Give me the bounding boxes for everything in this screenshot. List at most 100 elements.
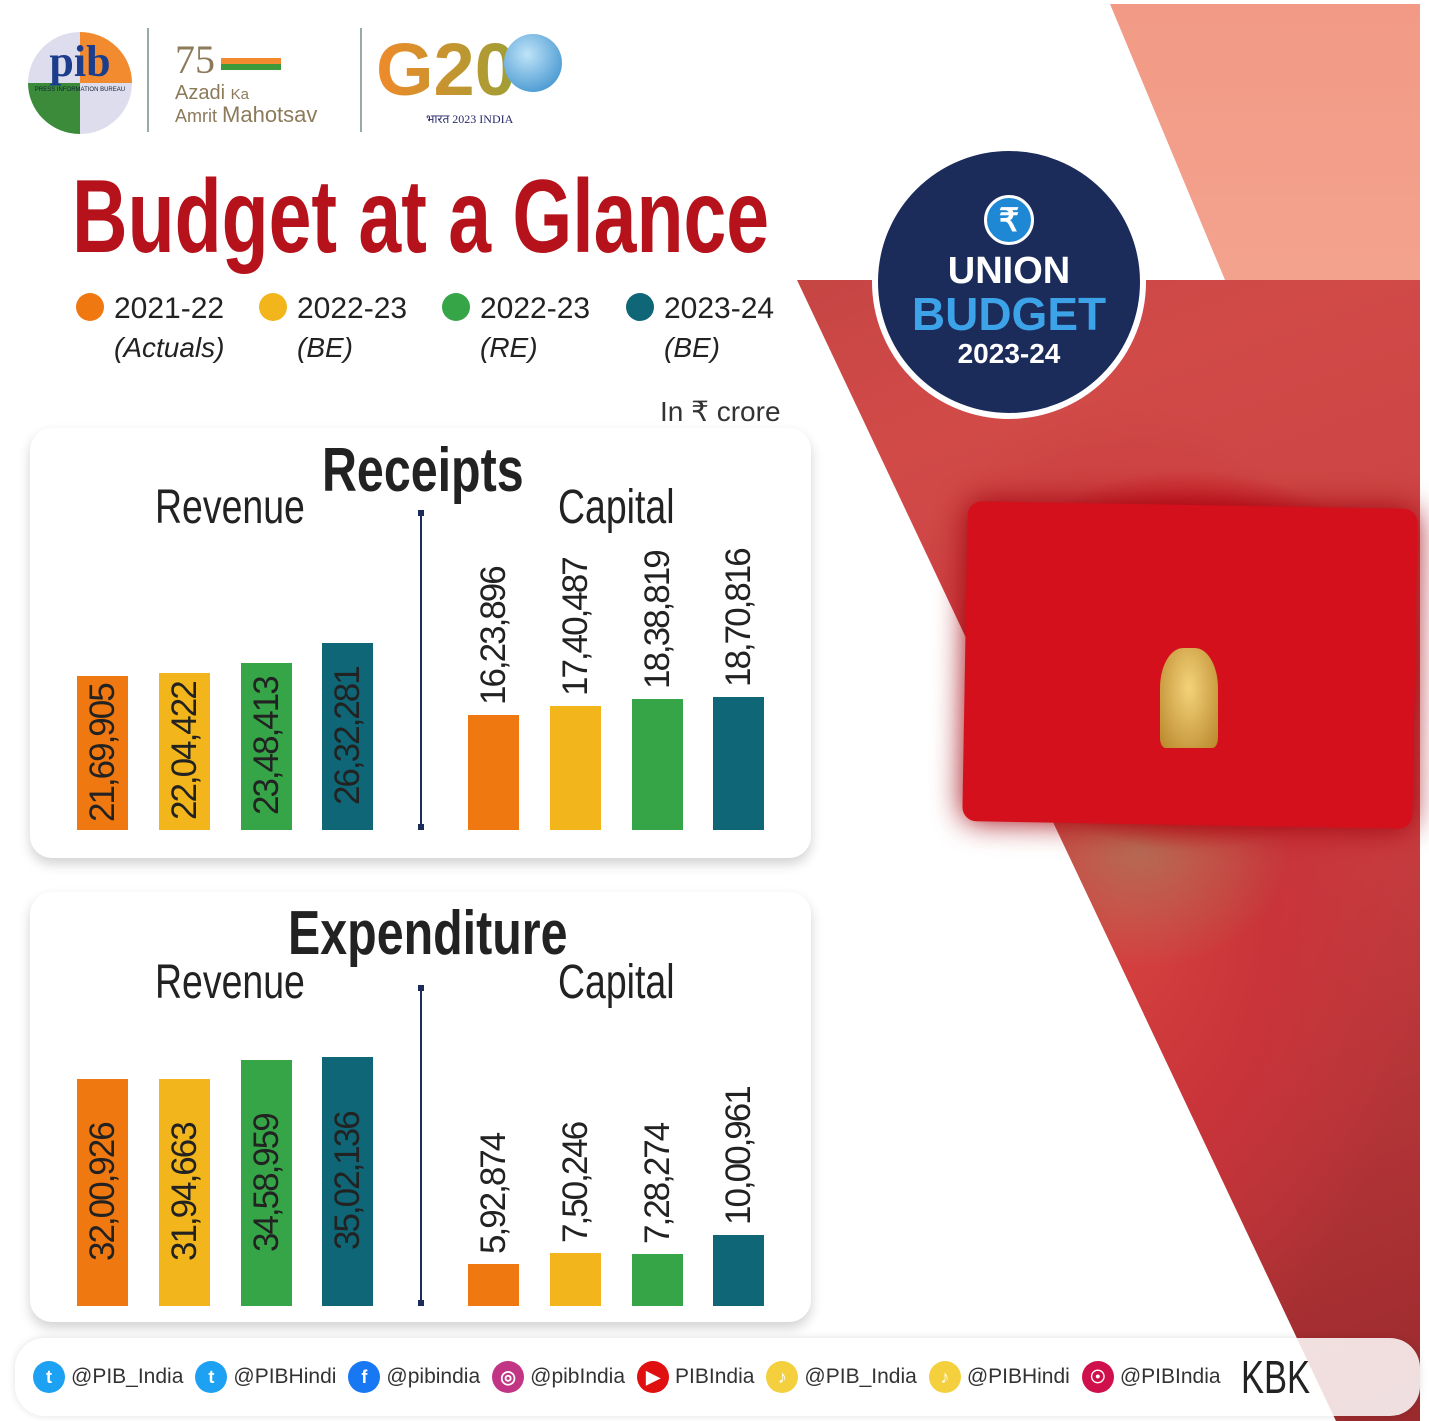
ka-text: Ka — [230, 86, 249, 103]
social-handle: @PIB_India — [804, 1365, 917, 1388]
data-label: 34,58,959 — [247, 1114, 286, 1252]
legend-sub: (BE) — [664, 332, 720, 363]
legend-swatch — [259, 293, 287, 321]
group-label: Revenue — [155, 480, 347, 535]
legend-sub: (Actuals) — [114, 332, 225, 363]
g20-subtitle: भारत 2023 INDIA — [426, 112, 514, 126]
data-label: 7,50,246 — [556, 1122, 595, 1243]
bar — [322, 643, 373, 830]
social-handle: @pibindia — [386, 1365, 481, 1388]
social-link-youtube[interactable]: ▶ PIBIndia — [637, 1361, 754, 1393]
legend-year: 2023-24 — [664, 292, 775, 325]
social-handle: @PIBIndia — [1119, 1365, 1221, 1388]
data-label: 21,69,905 — [83, 684, 122, 822]
group-label-text: Capital — [558, 956, 675, 1009]
chart-title-text: Receipts — [322, 436, 524, 505]
bar — [241, 1060, 292, 1306]
bar — [550, 706, 601, 830]
logo-divider — [147, 28, 149, 132]
youtube-icon: ▶ — [637, 1361, 670, 1393]
badge-line3: 2023-24 — [957, 338, 1061, 369]
legend-swatch — [626, 293, 654, 321]
badge-line1: UNION — [947, 250, 1071, 292]
data-label: 7,28,274 — [638, 1123, 677, 1244]
bar — [713, 1235, 764, 1306]
pib-logo-sub: PRESS INFORMATION BUREAU — [34, 87, 126, 93]
data-label: 31,94,663 — [165, 1123, 204, 1262]
data-label: 16,23,896 — [474, 567, 513, 705]
bar — [713, 697, 764, 830]
bar — [159, 1079, 210, 1306]
chart-title-text: Expenditure — [288, 899, 568, 968]
legend-year: 2022-23 — [297, 292, 408, 325]
koo-icon: ♪ — [928, 1361, 961, 1393]
social-handle: PIBIndia — [675, 1365, 755, 1388]
data-label: 10,00,961 — [719, 1087, 758, 1225]
data-label: 23,48,413 — [247, 677, 286, 816]
bar — [632, 699, 683, 830]
social-link-sharechat[interactable]: ☉ @PIBIndia — [1081, 1361, 1221, 1393]
legend-swatch — [76, 293, 104, 321]
pib-logo-text: pib — [49, 37, 111, 86]
legend-item: 2022-23 (RE) — [442, 292, 590, 364]
group-label-text: Capital — [558, 481, 675, 534]
logo-divider — [360, 28, 362, 132]
social-handle: @pibIndia — [530, 1365, 626, 1388]
data-label: 5,92,874 — [474, 1133, 513, 1254]
chart-title: Expenditure — [288, 898, 646, 969]
data-label: 18,70,816 — [719, 549, 758, 687]
legend-item: 2022-23 (BE) — [259, 292, 407, 364]
signature: KBK — [1240, 1351, 1310, 1403]
social-link-koo[interactable]: ♪ @PIB_India — [766, 1361, 917, 1393]
data-label: 26,32,281 — [328, 667, 367, 806]
national-emblem-icon — [1160, 648, 1218, 748]
data-label: 22,04,422 — [165, 682, 204, 821]
bar — [159, 673, 210, 830]
azadi-text: Azadi — [175, 82, 226, 104]
g20-logo: G20 भारत 2023 INDIA — [376, 30, 576, 130]
legend-item: 2023-24 (BE) — [626, 292, 774, 364]
data-label: 32,00,926 — [83, 1123, 122, 1262]
group-label-text: Revenue — [155, 956, 305, 1009]
unit-label: In ₹ crore — [660, 396, 781, 427]
group-label: Capital — [558, 955, 707, 1010]
g20-text: G20 — [376, 30, 576, 110]
rupee-icon: ₹ — [984, 195, 1034, 245]
page-title: Budget at a Glance — [72, 159, 770, 275]
sharechat-icon: ☉ — [1081, 1361, 1114, 1393]
bar — [241, 663, 292, 830]
legend-sub: (BE) — [297, 332, 353, 363]
social-link-instagram[interactable]: ◎ @pibIndia — [492, 1361, 625, 1393]
bar — [632, 1254, 683, 1306]
legend-swatch — [442, 293, 470, 321]
bar — [322, 1057, 373, 1306]
social-link-koo[interactable]: ♪ @PIBHindi — [928, 1361, 1070, 1393]
social-footer: t @PIB_India t @PIBHindi f @pibindia ◎ @pibIndi… — [15, 1338, 1420, 1416]
group-label: Capital — [558, 480, 707, 535]
bar — [77, 1079, 128, 1306]
twitter-icon: t — [195, 1361, 228, 1393]
instagram-icon: ◎ — [492, 1361, 525, 1393]
union-budget-badge: ₹ UNION BUDGET 2023-24 — [872, 145, 1146, 419]
bar — [77, 676, 128, 830]
bar — [550, 1253, 601, 1306]
social-link-twitter[interactable]: t @PIBHindi — [195, 1361, 336, 1393]
bar — [468, 715, 519, 830]
social-link-facebook[interactable]: f @pibindia — [348, 1361, 480, 1393]
group-label-text: Revenue — [155, 481, 305, 534]
social-link-twitter[interactable]: t @PIB_India — [33, 1361, 183, 1393]
social-handle: @PIBHindi — [966, 1365, 1070, 1388]
group-divider — [418, 510, 424, 830]
facebook-icon: f — [348, 1361, 381, 1393]
data-label: 18,38,819 — [638, 551, 677, 689]
group-divider — [418, 985, 424, 1306]
globe-icon — [504, 34, 562, 92]
bar — [468, 1264, 519, 1306]
social-handle: @PIBHindi — [233, 1365, 337, 1388]
koo-icon: ♪ — [766, 1361, 799, 1393]
data-label: 17,40,487 — [556, 558, 595, 696]
amrit-text: Amrit — [175, 106, 217, 126]
chart-title: Receipts — [322, 435, 580, 506]
data-label: 35,02,136 — [328, 1112, 367, 1251]
mahotsav-text: Mahotsav — [222, 102, 318, 127]
